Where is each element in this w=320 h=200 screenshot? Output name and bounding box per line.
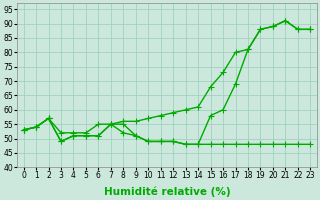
X-axis label: Humidité relative (%): Humidité relative (%) — [104, 186, 230, 197]
